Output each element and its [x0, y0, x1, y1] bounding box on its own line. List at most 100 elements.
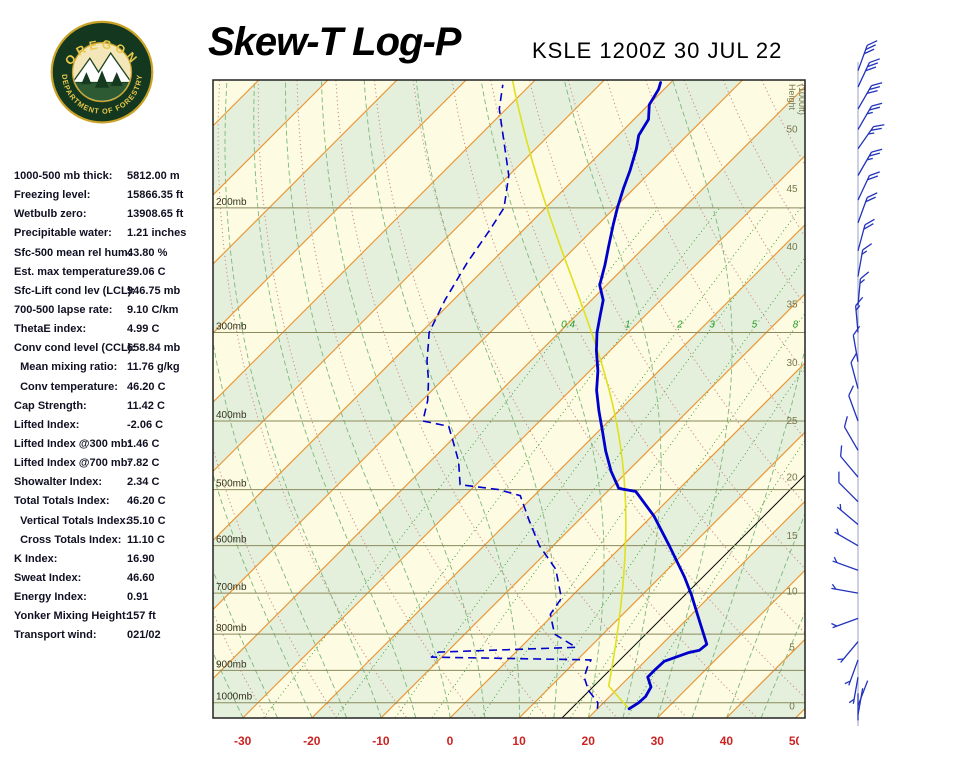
- parcel-curve: [511, 80, 630, 710]
- index-label: Total Totals Index:: [14, 495, 110, 508]
- wind-barb: [857, 680, 869, 707]
- chart-field: 200mb 300mb 400mb 500mb 600mb 700mb 800mb 900mb…: [213, 80, 807, 718]
- index-label: Sfc-500 mean rel hum:: [14, 246, 132, 259]
- index-value: -2.06 C: [127, 418, 164, 431]
- index-label: Transport wind:: [14, 629, 97, 642]
- svg-text:50: 50: [786, 125, 798, 136]
- index-value: 9.10 C/km: [127, 303, 179, 316]
- index-row: K Index: 16.90: [0, 551, 213, 570]
- index-label: ThetaE index:: [14, 323, 87, 336]
- svg-text:40: 40: [786, 242, 798, 253]
- index-label: Lifted Index @300 mb:: [14, 437, 132, 450]
- height-axis-label: (1000ft): [797, 84, 807, 115]
- svg-text:20: 20: [786, 473, 798, 484]
- svg-text:0.4: 0.4: [561, 320, 575, 331]
- index-label: Yonker Mixing Height:: [14, 610, 130, 623]
- station-label: KSLE 1200Z 30 JUL 22: [532, 38, 783, 63]
- pressure-label: 400mb: [216, 410, 247, 421]
- index-label: Cap Strength:: [14, 399, 87, 412]
- mixing-ratio-lines: [263, 207, 805, 718]
- index-row: Sfc-500 mean rel hum: 43.80 %: [0, 245, 213, 264]
- index-label: 700-500 lapse rate:: [14, 303, 113, 316]
- index-label: K Index:: [14, 552, 58, 565]
- wind-barb: [857, 102, 883, 130]
- index-row: Lifted Index: -2.06 C: [0, 417, 213, 436]
- index-label: Lifted Index:: [14, 418, 80, 431]
- wind-barb: [857, 688, 864, 715]
- svg-text:2: 2: [676, 320, 683, 331]
- index-row: Freezing level: 15866.35 ft: [0, 187, 213, 206]
- background-bands: [213, 80, 805, 718]
- wind-barb: [857, 243, 873, 277]
- index-row: Conv temperature: 46.20 C: [0, 379, 213, 398]
- page-title: Skew-T Log-P: [208, 20, 461, 64]
- wind-barb: [837, 641, 859, 663]
- index-value: 1.46 C: [127, 437, 160, 450]
- index-label: Sfc-Lift cond lev (LCL):: [14, 284, 135, 297]
- index-label: Freezing level:: [14, 189, 91, 202]
- svg-text:-10: -10: [372, 734, 390, 748]
- index-label: Wetbulb zero:: [14, 208, 87, 221]
- wind-barb: [852, 325, 861, 362]
- index-value: 39.06 C: [127, 265, 166, 278]
- wind-barb: [832, 556, 859, 571]
- index-label: Energy Index:: [14, 591, 87, 604]
- index-row: Showalter Index: 2.34 C: [0, 474, 213, 493]
- svg-text:20: 20: [582, 734, 596, 748]
- mixing-ratio-labels: 0.4 1 2 3 5 8: [561, 320, 798, 331]
- wind-barb: [857, 171, 880, 201]
- wind-barb: [844, 659, 859, 686]
- index-row: Precipitable water: 1.21 inches: [0, 225, 213, 244]
- index-row: Mean mixing ratio: 11.76 g/kg: [0, 359, 213, 378]
- index-label: Est. max temperature:: [14, 265, 130, 278]
- index-label: Cross Totals Index:: [14, 533, 122, 546]
- pressure-label: 300mb: [216, 322, 247, 333]
- wind-barb: [857, 82, 883, 110]
- index-row: Est. max temperature: 39.06 C: [0, 264, 213, 283]
- svg-text:10: 10: [786, 586, 798, 597]
- wind-barb: [850, 352, 859, 389]
- index-row: Cap Strength: 11.42 C: [0, 398, 213, 417]
- index-label: Sweat Index:: [14, 571, 82, 584]
- index-value: 11.10 C: [127, 533, 165, 546]
- svg-text:35: 35: [786, 300, 798, 311]
- index-value: 5812.00 m: [127, 170, 180, 182]
- svg-text:0: 0: [447, 734, 454, 748]
- index-row: Sweat Index: 46.60: [0, 570, 213, 589]
- wind-barb: [857, 218, 875, 252]
- svg-text:3: 3: [709, 320, 715, 331]
- index-row: 1000-500 mb thick: 5812.00 m: [0, 168, 213, 187]
- svg-text:25: 25: [786, 416, 798, 427]
- dry-adiabats: [213, 80, 805, 718]
- wind-barb: [857, 192, 878, 224]
- svg-text:1: 1: [625, 320, 631, 331]
- index-row: Conv cond level (CCL): 658.84 mb: [0, 340, 213, 359]
- chart-frame: [212, 79, 806, 719]
- wind-barb: [831, 583, 859, 594]
- index-value: 1.21 inches: [127, 227, 187, 240]
- index-value: 46.20 C: [127, 380, 166, 393]
- svg-text:0: 0: [789, 702, 795, 713]
- svg-text:45: 45: [786, 184, 798, 195]
- index-label: 1000-500 mb thick:: [14, 170, 113, 182]
- index-label: Conv temperature:: [14, 380, 118, 393]
- index-value: 11.76 g/kg: [127, 361, 180, 374]
- svg-text:10: 10: [512, 734, 526, 748]
- index-label: Vertical Totals Index:: [14, 514, 130, 527]
- index-label: Precipitable water:: [14, 227, 112, 240]
- index-value: 7.82 C: [127, 457, 160, 470]
- index-value: 946.75 mb: [127, 284, 181, 297]
- index-value: 16.90: [127, 552, 155, 565]
- pressure-label: 700mb: [216, 582, 247, 593]
- index-row: Cross Totals Index: 11.10 C: [0, 532, 213, 551]
- pressure-label: 200mb: [216, 197, 247, 208]
- svg-text:-20: -20: [303, 734, 321, 748]
- temp-axis-labels: -30 -20 -10 0 10 20 30 40 50: [234, 734, 799, 748]
- index-row: Transport wind: 021/02: [0, 627, 213, 646]
- index-row: Wetbulb zero: 13908.65 ft: [0, 206, 213, 225]
- pressure-gridlines: 200mb 300mb 400mb 500mb 600mb 700mb 800mb 900mb…: [213, 197, 805, 704]
- logo-scene: [73, 51, 131, 101]
- odf-logo-svg: OREGON DEPARTMENT OF FORESTRY: [50, 20, 154, 124]
- highlight-isotherm: [561, 474, 805, 718]
